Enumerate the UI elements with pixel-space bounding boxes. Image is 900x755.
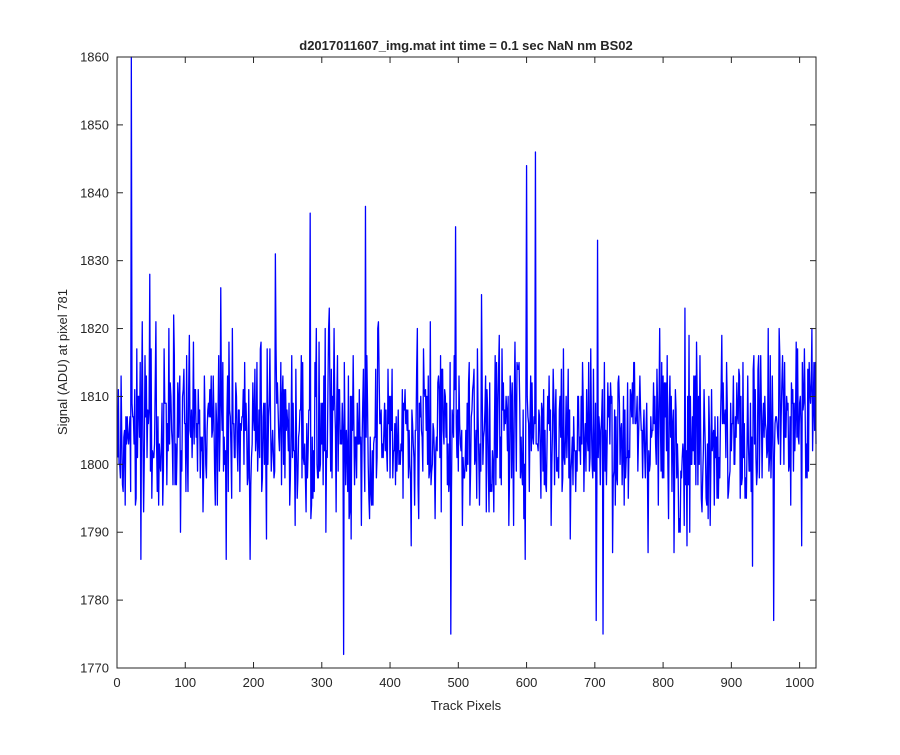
x-tick-label: 800: [652, 675, 674, 690]
signal-series-line: [117, 56, 817, 656]
chart-title: d2017011607_img.mat int time = 0.1 sec N…: [299, 38, 632, 53]
y-tick-label: 1800: [80, 457, 109, 472]
y-axis-label: Signal (ADU) at pixel 781: [55, 289, 70, 435]
x-tick-label: 500: [447, 675, 469, 690]
x-tick-label: 200: [243, 675, 265, 690]
y-tick-label: 1790: [80, 525, 109, 540]
x-tick-label: 900: [721, 675, 743, 690]
x-tick-label: 1000: [785, 675, 814, 690]
x-tick-label: 400: [379, 675, 401, 690]
y-tick-label: 1850: [80, 117, 109, 132]
x-axis-label: Track Pixels: [431, 698, 502, 713]
y-tick-label: 1860: [80, 50, 109, 65]
x-tick-label: 300: [311, 675, 333, 690]
x-tick-label: 600: [516, 675, 538, 690]
x-axis: 0 100 200 300 400 500 600 700 800 900 1000: [113, 57, 814, 690]
y-tick-label: 1840: [80, 185, 109, 200]
y-tick-label: 1820: [80, 321, 109, 336]
y-tick-label: 1810: [80, 389, 109, 404]
x-tick-label: 100: [174, 675, 196, 690]
series-layer: [117, 56, 817, 656]
y-tick-label: 1830: [80, 253, 109, 268]
plot-frame: [116, 56, 817, 669]
x-tick-label: 0: [113, 675, 120, 690]
y-tick-label: 1780: [80, 593, 109, 608]
x-tick-label: 700: [584, 675, 606, 690]
y-axis: 1770 1780 1790 1800 1810 1820 1830 1840 1850 1860: [80, 50, 816, 676]
y-tick-label: 1770: [80, 661, 109, 676]
